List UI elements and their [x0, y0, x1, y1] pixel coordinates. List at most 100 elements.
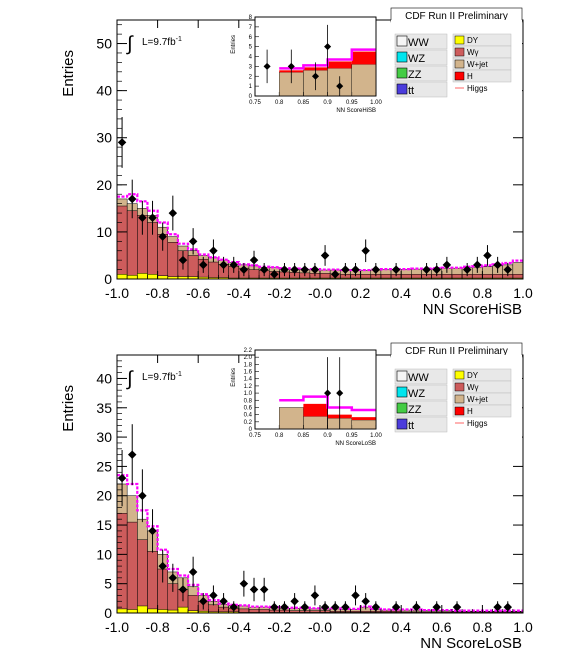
panel-2: -1.0 -0.8 -0.6 -0.4 -0.2 -0.0 0.2 0.4 0.6 0.8 1.00…	[60, 342, 533, 652]
panel-1: -1.0 -0.8 -0.6 -0.4 -0.2 -0.0 0.2 0.4 0.6 0.8 1.00…	[60, 7, 533, 318]
data-point	[483, 251, 492, 260]
wgamma-bar	[126, 521, 138, 614]
legend-swatch-ww	[396, 370, 408, 382]
data-point	[432, 265, 441, 274]
y-tick-label: 50	[96, 36, 112, 52]
dy-bar	[116, 274, 128, 280]
data-point	[330, 270, 340, 279]
inset-frame	[254, 349, 377, 430]
dy-bar	[137, 605, 148, 614]
luminosity-label: L=9.7fb-1	[142, 371, 182, 383]
legend-swatch-ww	[396, 35, 408, 47]
inset-x-tick-label: 1.00	[370, 100, 382, 106]
x-tick-label: -0.2	[267, 285, 291, 301]
inset-data-point	[336, 82, 344, 90]
inset-bg-bar	[351, 419, 377, 430]
inset-signal-bar	[327, 61, 352, 69]
legend-swatch-h	[454, 406, 465, 416]
x-tick-label: 0.4	[391, 619, 411, 635]
inset-y-tick-label: 1.4	[244, 377, 253, 383]
wgamma-bar	[248, 269, 260, 280]
inset-bg-bar	[279, 407, 304, 430]
wgamma-bar	[167, 242, 179, 280]
legend-entry-bg	[452, 404, 512, 418]
inset-x-tick-label: 0.9	[323, 433, 332, 439]
legend-label-wgamma: Wγ	[467, 48, 479, 57]
data-point	[270, 602, 279, 612]
x-tick-label: 0.8	[473, 285, 493, 301]
inset-y-tick-label: 1.2	[244, 384, 253, 390]
y-axis-label: Entries	[60, 50, 77, 97]
x-tick-label: -1.0	[105, 285, 129, 301]
inset-x-tick-label: 1.00	[370, 433, 382, 439]
data-point	[452, 602, 462, 612]
x-axis-label: NN ScoreLoSB	[420, 635, 522, 652]
x-tick-label: -1.0	[105, 619, 129, 635]
legend-entry-bg	[452, 69, 512, 83]
data-point	[168, 208, 178, 218]
inset-x-tick-label: 0.8	[275, 433, 284, 439]
legend-swatch-dy	[454, 370, 465, 380]
legend-entry-bg	[394, 49, 448, 66]
legend-label-wjet: W+jet	[467, 60, 488, 69]
legend-label-zz: ZZ	[408, 69, 422, 81]
data-point	[188, 567, 198, 577]
wgamma-bar	[116, 205, 128, 280]
inset-x-tick-label: 0.85	[298, 433, 310, 439]
dy-bar	[116, 608, 128, 614]
dy-bar	[137, 273, 148, 280]
x-tick-label: -0.6	[186, 619, 210, 635]
x-tick-label: -0.8	[146, 619, 170, 635]
wgamma-bar	[187, 255, 199, 280]
x-tick-label: 0.8	[473, 619, 493, 635]
data-point	[178, 255, 188, 265]
inset-plot: 0.75 0.8 0.85 0.9 0.95 1.0000.20.40.60.81.01.…	[231, 348, 382, 447]
data-point	[351, 265, 360, 274]
data-point	[361, 597, 370, 606]
data-point	[371, 265, 381, 274]
data-point	[300, 602, 310, 612]
data-point	[432, 602, 441, 612]
data-point	[361, 246, 370, 255]
inset-y-axis-label: Entries	[231, 35, 237, 54]
data-point	[148, 213, 157, 223]
legend-swatch-wz	[396, 51, 408, 63]
x-axis-label: NN ScoreHiSB	[423, 301, 522, 318]
data-point	[117, 473, 127, 483]
data-point	[117, 138, 127, 147]
data-point	[127, 194, 137, 204]
legend-entry-bg	[394, 400, 448, 417]
legend-swatch-wgamma	[454, 47, 465, 57]
wgamma-bar	[187, 595, 199, 614]
inset-y-tick-label: 0	[249, 427, 253, 433]
inset-y-tick-label: 4	[249, 55, 253, 61]
inset-data-point	[311, 72, 320, 80]
legend-label-higgs: Higgs	[467, 84, 487, 93]
legend-swatch-ttbar	[396, 83, 408, 95]
data-point	[391, 265, 401, 274]
chart-title: CDF Run II Preliminary	[405, 346, 508, 357]
legend-swatch-zz	[396, 402, 408, 414]
inset-data-point	[324, 389, 332, 397]
inset-signal-bar	[351, 51, 376, 65]
x-tick-label: 0.2	[351, 619, 371, 635]
legend-label-wjet: W+jet	[467, 395, 488, 404]
inset-y-tick-label: 2.0	[244, 355, 253, 361]
x-tick-label: -0.4	[227, 619, 251, 635]
inset-y-tick-label: 1.0	[244, 391, 253, 397]
legend-swatch-ttbar	[396, 418, 408, 430]
data-point	[209, 246, 218, 255]
dy-bar	[126, 609, 138, 614]
inset-y-tick-label: 0.6	[244, 405, 253, 411]
legend-label-dy: DY	[467, 371, 479, 380]
data-point	[341, 265, 350, 274]
dy-bar	[177, 606, 189, 614]
data-point	[493, 260, 502, 270]
legend-swatch-wjet	[454, 59, 465, 69]
inset-x-tick-label: 0.8	[275, 100, 284, 106]
legend-entry-bg	[394, 368, 448, 385]
legend-label-ww: WW	[408, 37, 429, 49]
inset-plot: 0.75 0.8 0.85 0.9 0.95 1.00 0 1 2 3 4 5 6 7 8 NN ScoreH…	[231, 15, 382, 114]
luminosity-exponent: -1	[176, 36, 182, 43]
